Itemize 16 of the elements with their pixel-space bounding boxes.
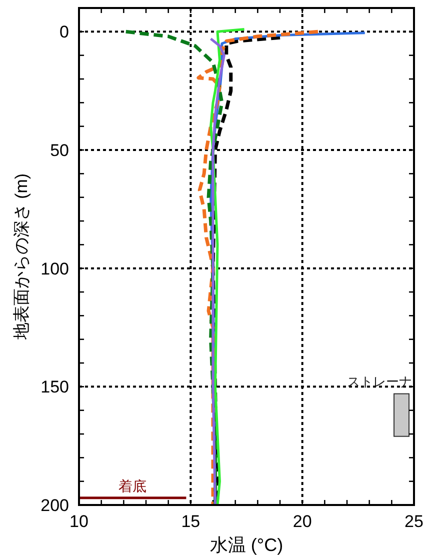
line-series <box>196 30 320 507</box>
x-tick-label: 25 <box>404 512 424 531</box>
y-axis-title: 地表面からの深さ (m) <box>12 173 31 341</box>
y-tick-label: 100 <box>40 259 69 278</box>
y-tick-label: 0 <box>60 22 69 42</box>
series-label: 着底 <box>118 478 147 494</box>
x-tick-label: 10 <box>70 512 88 531</box>
x-axis-title: 水温 (°C) <box>210 535 284 555</box>
line-series <box>210 38 226 506</box>
line-series <box>210 28 246 506</box>
y-tick-label: 200 <box>40 496 69 515</box>
y-tick-label: 50 <box>50 141 69 160</box>
y-tick-label: 150 <box>40 378 69 397</box>
band-label: ストレーナ <box>347 374 412 389</box>
x-tick-label: 15 <box>181 512 200 531</box>
x-tick-label: 20 <box>292 512 312 531</box>
